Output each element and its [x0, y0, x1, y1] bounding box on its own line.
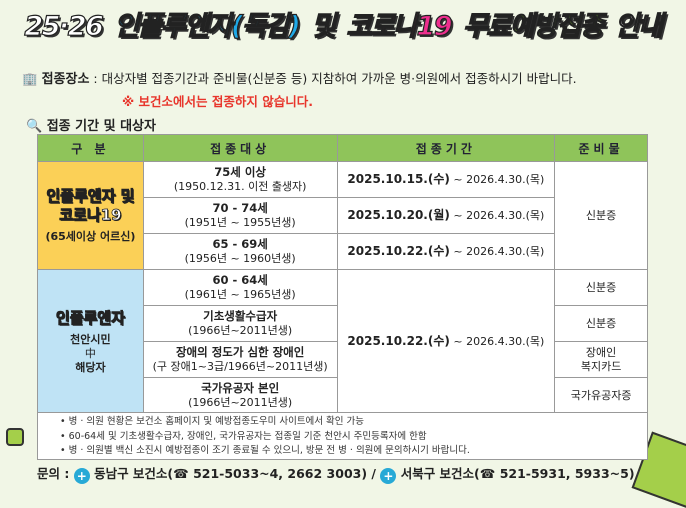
- period-end: ~ 2026.4.30.(목): [449, 173, 545, 186]
- target-cell: 75세 이상 (1950.12.31. 이전 출생자): [142, 161, 338, 198]
- category-sub: 천안시민: [70, 333, 111, 347]
- doc-line: 장애인: [585, 345, 617, 359]
- contact-info: 문의 : + 동남구 보건소(☎ 521-5033~4, 2662 3003) …: [37, 463, 635, 484]
- documents-cell: 신분증: [554, 305, 648, 342]
- header-documents: 준비물: [554, 134, 648, 162]
- period-end: ~ 2026.4.30.(목): [449, 209, 545, 222]
- target: 국가유공자 본인: [201, 381, 280, 396]
- period-cell: 2025.10.22.(수) ~ 2026.4.30.(목): [336, 269, 556, 414]
- period-start: 2025.10.22.(수): [347, 334, 450, 348]
- target: 65 - 69세: [212, 237, 268, 252]
- category-flu: 인플루엔자 천안시민 中 해당자: [37, 269, 144, 414]
- contact-seobuk: 서북구 보건소(☎ 521-5931, 5933~5): [400, 466, 635, 481]
- table-header: 구 분 접종대상 접종기간 준비물: [37, 134, 648, 162]
- period-cell: 2025.10.22.(수) ~ 2026.4.30.(목): [336, 233, 556, 270]
- target: 장애의 정도가 심한 장애인: [175, 345, 305, 360]
- target-cell: 60 - 64세 (1961년 ~ 1965년생): [142, 269, 338, 306]
- table-row: 장애의 정도가 심한 장애인 (구 장애1~3급/1966년~2011년생) 장애…: [38, 341, 648, 378]
- notes-box: • 병 · 의원 현황은 보건소 홈페이지 및 예방접종도우미 사이트에서 확인…: [37, 412, 648, 460]
- page-title: 25·26 인플루엔자(독감) 및 코로나19 무료예방접종 안내: [0, 4, 686, 43]
- documents-cell: 장애인 복지카드: [554, 341, 648, 378]
- target-detail: (1956년 ~ 1960년생): [184, 252, 296, 265]
- table-row: 인플루엔자 및 코로나19 (65세이상 어르신) 75세 이상 (1950.12…: [37, 161, 648, 270]
- category-name: 인플루엔자 및: [46, 186, 135, 205]
- schedule-table: 구 분 접종대상 접종기간 준비물 인플루엔자 및 코로나19 (65세이상 어…: [37, 134, 648, 414]
- documents-cell: 국가유공자증: [554, 377, 648, 414]
- title-covid: 코로나19: [346, 10, 453, 42]
- period-end: ~ 2026.4.30.(목): [449, 335, 545, 348]
- target-detail: (1966년~2011년생): [188, 396, 293, 409]
- decorative-cross: [6, 428, 24, 446]
- contact-dongnam: 동남구 보건소(☎ 521-5033~4, 2662 3003): [94, 466, 368, 481]
- header-period: 접종기간: [336, 134, 556, 162]
- target: 70 - 74세: [212, 201, 268, 216]
- header-target: 접종대상: [142, 134, 338, 162]
- place-warning: ※ 보건소에서는 접종하지 않습니다.: [122, 94, 313, 109]
- target-cell: 65 - 69세 (1956년 ~ 1960년생): [142, 233, 338, 270]
- health-center-icon: +: [73, 468, 90, 484]
- table-row: 기초생활수급자 (1966년~2011년생) 신분증: [38, 305, 648, 342]
- target-cell: 70 - 74세 (1951년 ~ 1955년생): [142, 197, 338, 234]
- target-detail: (1961년 ~ 1965년생): [184, 288, 296, 301]
- period-cell: 2025.10.20.(월) ~ 2026.4.30.(목): [336, 197, 556, 234]
- period-end: ~ 2026.4.30.(목): [449, 245, 545, 258]
- title-guide: 안내: [614, 10, 663, 42]
- category-sub: 해당자: [75, 360, 106, 374]
- title-flu: 인플루엔자(독감): [114, 10, 302, 42]
- header-category: 구 분: [37, 134, 144, 162]
- title-year: 25·26: [24, 10, 105, 42]
- note-item: • 60-64세 및 기초생활수급자, 장애인, 국가유공자는 접종일 기준 천…: [60, 430, 427, 442]
- place-text: : 대상자별 접종기간과 준비물(신분증 등) 지참하여 가까운 병·의원에서 …: [93, 71, 577, 86]
- place-label: 접종장소: [41, 72, 90, 87]
- building-icon: 🏢: [22, 71, 38, 86]
- target-cell: 국가유공자 본인 (1966년~2011년생): [142, 377, 338, 414]
- health-center-icon: +: [380, 468, 397, 484]
- vaccination-place: 🏢 접종장소 : 대상자별 접종기간과 준비물(신분증 등) 지참하여 가까운 …: [22, 68, 577, 110]
- category-name: 코로나19: [59, 205, 122, 224]
- target-detail: (1966년~2011년생): [188, 324, 293, 337]
- table-row: 70 - 74세 (1951년 ~ 1955년생) 2025.10.20.(월) …: [38, 197, 648, 234]
- target-detail: (1951년 ~ 1955년생): [184, 216, 296, 229]
- period-cell: 2025.10.15.(수) ~ 2026.4.30.(목): [336, 161, 556, 198]
- section-title-text: 접종 기간 및 대상자: [46, 119, 156, 134]
- target-cell: 장애의 정도가 심한 장애인 (구 장애1~3급/1966년~2011년생): [142, 341, 338, 378]
- target-detail: (구 장애1~3급/1966년~2011년생): [152, 360, 328, 373]
- table-row: 65 - 69세 (1956년 ~ 1960년생) 2025.10.22.(수) …: [38, 233, 648, 270]
- category-name: 인플루엔자: [55, 308, 125, 327]
- contact-separator: /: [367, 466, 381, 481]
- table-row: 국가유공자 본인 (1966년~2011년생) 국가유공자증: [38, 377, 648, 414]
- category-flu-covid: 인플루엔자 및 코로나19 (65세이상 어르신): [37, 161, 144, 270]
- title-and: 및: [311, 10, 337, 42]
- target: 기초생활수급자: [203, 309, 278, 324]
- period-start: 2025.10.15.(수): [347, 172, 450, 186]
- doc-line: 복지카드: [580, 359, 622, 373]
- category-sub: 中: [84, 347, 96, 360]
- search-icon: 🔍: [26, 119, 43, 134]
- category-sub: (65세이상 어르신): [45, 230, 136, 244]
- target: 75세 이상: [214, 165, 267, 180]
- target-cell: 기초생활수급자 (1966년~2011년생): [142, 305, 338, 342]
- period-start: 2025.10.22.(수): [347, 244, 450, 258]
- section-title: 🔍 접종 기간 및 대상자: [26, 115, 156, 134]
- target-detail: (1950.12.31. 이전 출생자): [173, 180, 307, 193]
- target: 60 - 64세: [212, 273, 268, 288]
- table-row: 인플루엔자 천안시민 中 해당자 60 - 64세 (1961년 ~ 1965년생…: [37, 269, 648, 414]
- title-free: 무료예방접종: [462, 10, 605, 42]
- documents-cell: 신분증: [554, 161, 648, 270]
- note-item: • 병 · 의원별 백신 소진시 예방접종이 조기 종료될 수 있으니, 방문 …: [60, 445, 470, 456]
- period-start: 2025.10.20.(월): [347, 208, 450, 222]
- documents-cell: 신분증: [554, 269, 648, 306]
- contact-label: 문의 :: [37, 466, 70, 481]
- note-item: • 병 · 의원 현황은 보건소 홈페이지 및 예방접종도우미 사이트에서 확인…: [60, 416, 365, 427]
